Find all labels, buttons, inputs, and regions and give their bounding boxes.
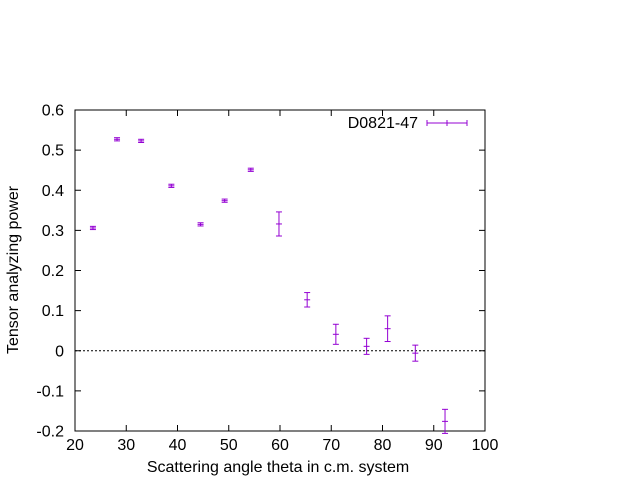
x-tick-label: 40 bbox=[169, 437, 187, 454]
data-point bbox=[363, 337, 370, 355]
y-tick-label: 0.1 bbox=[42, 303, 64, 320]
data-point bbox=[275, 211, 282, 237]
data-point bbox=[247, 167, 254, 172]
data-point bbox=[221, 198, 228, 203]
y-tick-label: 0.6 bbox=[42, 103, 64, 120]
x-tick-label: 20 bbox=[66, 437, 84, 454]
y-tick-label: 0.4 bbox=[42, 183, 64, 200]
data-point bbox=[442, 408, 449, 434]
legend-label: D0821-47 bbox=[348, 115, 418, 132]
y-tick-label: -0.1 bbox=[36, 383, 64, 400]
x-tick-label: 60 bbox=[271, 437, 289, 454]
data-point bbox=[138, 138, 145, 144]
data-point bbox=[304, 292, 311, 308]
x-tick-label: 30 bbox=[117, 437, 135, 454]
data-point bbox=[114, 137, 121, 142]
y-tick-label: 0.5 bbox=[42, 143, 64, 160]
x-tick-label: 70 bbox=[322, 437, 340, 454]
x-tick-label: 90 bbox=[425, 437, 443, 454]
y-tick-label: 0.2 bbox=[42, 263, 64, 280]
plot-border bbox=[74, 109, 486, 432]
data-point bbox=[384, 315, 391, 343]
y-tick-label: 0 bbox=[55, 343, 64, 360]
data-point bbox=[332, 323, 339, 345]
data-point bbox=[168, 183, 175, 188]
data-point bbox=[197, 222, 204, 227]
data-point bbox=[89, 225, 96, 231]
x-tick-labels: 20 30 40 50 60 70 80 90 100 bbox=[66, 437, 498, 454]
y-tick-labels: -0.2 -0.1 0 0.1 0.2 0.3 0.4 0.5 0.6 bbox=[36, 103, 64, 441]
y-tick-label: -0.2 bbox=[36, 424, 64, 441]
x-axis-label: Scattering angle theta in c.m. system bbox=[147, 459, 409, 476]
data-point bbox=[412, 344, 419, 362]
tick-marks bbox=[74, 109, 486, 432]
legend: D0821-47 bbox=[348, 115, 468, 132]
x-tick-label: 50 bbox=[220, 437, 238, 454]
x-tick-label: 100 bbox=[472, 437, 499, 454]
y-axis-label: Tensor analyzing power bbox=[5, 185, 22, 354]
x-tick-label: 80 bbox=[374, 437, 392, 454]
y-tick-label: 0.3 bbox=[42, 223, 64, 240]
plot-area bbox=[74, 109, 486, 432]
data-points bbox=[89, 137, 449, 434]
